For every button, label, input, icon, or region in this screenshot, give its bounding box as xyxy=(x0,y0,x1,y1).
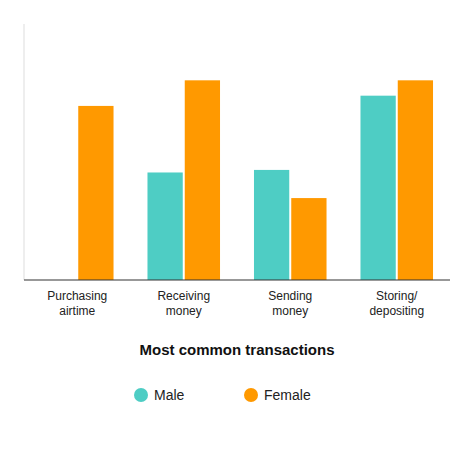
bar xyxy=(254,170,289,280)
x-tick-label: Receivingmoney xyxy=(157,289,210,318)
bar xyxy=(398,80,433,280)
y-axis-line xyxy=(24,24,25,280)
bar xyxy=(78,106,113,280)
bar xyxy=(147,172,182,280)
bars xyxy=(78,80,433,280)
legend-label: Male xyxy=(154,387,185,403)
legend: Male Female xyxy=(134,387,311,403)
bar xyxy=(291,198,326,280)
x-axis-line xyxy=(24,279,450,280)
x-tick-label: Purchasingairtime xyxy=(47,289,107,318)
legend-swatch xyxy=(134,388,148,402)
x-tick-label: Storing/depositing xyxy=(369,289,424,318)
chart-title: Most common transactions xyxy=(139,341,334,358)
bar xyxy=(360,96,395,280)
bar xyxy=(185,80,220,280)
chart-svg: Purchasingairtime Receivingmoney Sendingmo… xyxy=(0,0,474,474)
x-tick-label: Sendingmoney xyxy=(268,289,312,318)
chart-container: Purchasingairtime Receivingmoney Sendingmo… xyxy=(0,0,474,474)
legend-label: Female xyxy=(264,387,311,403)
legend-swatch xyxy=(244,388,258,402)
